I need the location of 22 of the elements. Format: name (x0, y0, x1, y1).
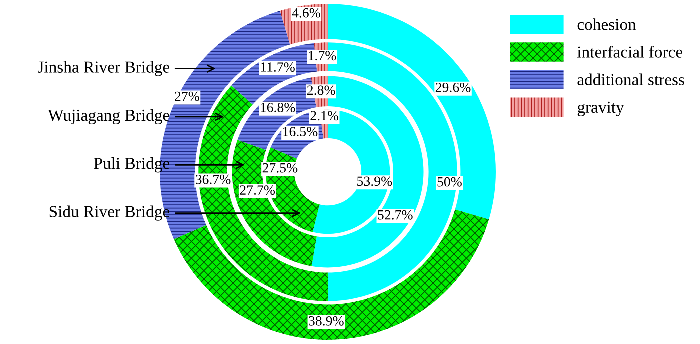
data-label: 36.7% (196, 174, 231, 184)
legend-label: gravity (578, 102, 624, 117)
data-label: 53.9% (358, 176, 392, 186)
legend-label: interfacial force (577, 46, 683, 58)
data-label: 2.8% (307, 86, 336, 96)
data-label: 52.7% (378, 210, 413, 220)
slice-label: Jinsha River Bridge (38, 61, 170, 76)
data-label: 1.7% (308, 51, 336, 61)
data-label: 27.5% (262, 163, 298, 173)
data-label: 2.1% (310, 111, 339, 121)
legend-label: additional stress (578, 74, 684, 86)
data-label: 11.7% (261, 62, 295, 72)
data-label: 4.6% (292, 8, 320, 18)
slice-label: Wujiagang Bridge (48, 109, 170, 125)
data-label: 27.7% (240, 186, 276, 196)
data-label: 16.8% (261, 103, 296, 112)
data-label: 27% (175, 92, 200, 102)
legend-label: cohesion (578, 18, 636, 30)
data-label: 16.5% (283, 127, 318, 137)
data-label: 50% (438, 177, 462, 187)
data-label: 38.9% (309, 316, 344, 326)
data-label: 29.6% (436, 82, 471, 92)
